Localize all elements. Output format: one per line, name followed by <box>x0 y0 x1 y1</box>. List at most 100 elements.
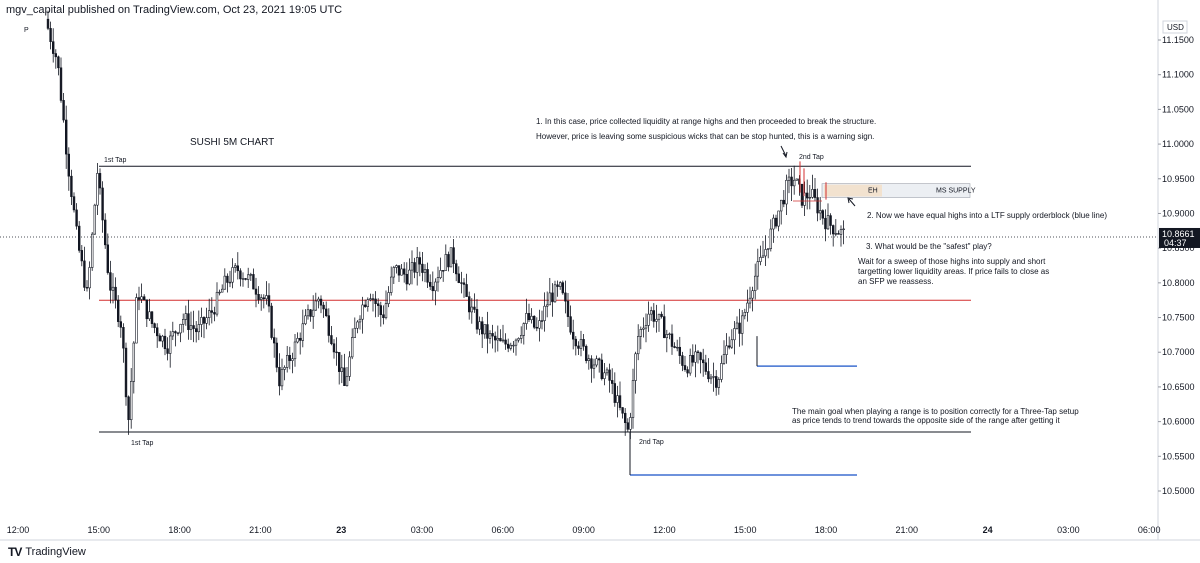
candle-body <box>176 332 180 335</box>
candle-body <box>78 225 81 251</box>
candle-body <box>590 358 593 369</box>
tradingview-brand[interactable]: TV TradingView <box>8 545 86 559</box>
candle-body <box>444 254 447 271</box>
y-tick-label: 10.5000 <box>1162 486 1195 496</box>
candle-body <box>652 310 656 322</box>
candle-body <box>743 312 747 317</box>
candle-body <box>488 333 492 339</box>
candle-body <box>91 233 94 268</box>
arrow-tap-2 <box>780 145 787 157</box>
candle-body <box>124 347 128 398</box>
x-tick-label: 06:00 <box>1138 525 1161 535</box>
candle-body <box>195 328 198 333</box>
candle-body <box>132 342 135 382</box>
candle-body <box>465 284 468 297</box>
candle-body <box>93 204 97 235</box>
candle-body <box>415 257 419 273</box>
candle-body <box>782 199 786 205</box>
candle-body <box>712 376 715 378</box>
candle-body <box>688 355 692 374</box>
candle-body <box>595 358 598 366</box>
x-tick-label: 06:00 <box>492 525 515 535</box>
candle-body <box>696 351 700 353</box>
candle-body <box>730 339 734 348</box>
candle-body <box>662 316 666 339</box>
candle-body <box>493 335 497 341</box>
candle-body <box>691 355 695 363</box>
candle-body <box>746 302 749 313</box>
candle-body <box>642 327 645 330</box>
candle-body <box>259 297 263 300</box>
candle-body <box>610 380 614 384</box>
candle-body <box>288 355 291 361</box>
candle-body <box>831 225 835 235</box>
candle-body <box>553 284 557 303</box>
candle-body <box>135 297 138 344</box>
candle-body <box>210 310 213 313</box>
candle-body <box>532 315 536 328</box>
candle-body <box>358 318 362 323</box>
candle-body <box>475 309 479 330</box>
candle-body <box>655 318 658 322</box>
x-tick-label: 21:00 <box>249 525 272 535</box>
candle-body <box>795 178 799 181</box>
candle-body <box>621 407 624 414</box>
candle-body <box>332 343 336 353</box>
candle-body <box>514 339 518 346</box>
candle-body <box>561 282 565 294</box>
candle-body <box>205 317 208 324</box>
candle-body <box>85 287 89 289</box>
candle-body <box>101 187 104 221</box>
candle-body <box>545 304 549 307</box>
candle-body <box>824 217 827 230</box>
candle-body <box>686 369 689 374</box>
candle-body <box>145 299 148 320</box>
candle-body <box>540 320 544 322</box>
candles <box>46 10 845 440</box>
x-tick-label: 23 <box>336 525 346 535</box>
candle-body <box>579 339 583 349</box>
candle-body <box>616 395 619 403</box>
x-tick-label: 09:00 <box>572 525 595 535</box>
candle-body <box>109 272 112 291</box>
candle-body <box>454 263 458 275</box>
y-tick-label: 10.7500 <box>1162 313 1195 323</box>
candle-body <box>509 344 512 349</box>
candle-body <box>202 317 206 324</box>
candle-body <box>785 179 788 205</box>
candle-body <box>623 412 627 424</box>
candle-body <box>811 189 814 198</box>
currency-label: USD <box>1167 23 1184 32</box>
note-2: 2. Now we have equal highs into a LTF su… <box>867 211 1107 220</box>
candle-body <box>65 119 68 155</box>
candle-body <box>522 323 526 336</box>
candle-body <box>156 327 159 337</box>
candle-body <box>324 308 328 317</box>
candle-body <box>249 274 252 276</box>
candle-body <box>613 383 617 403</box>
note-3-body-line: targetting lower liquidity areas. If pri… <box>858 267 1049 276</box>
candle-body <box>480 321 484 335</box>
candle-body <box>496 337 499 341</box>
candle-body <box>821 210 825 219</box>
candle-body <box>366 299 369 307</box>
candle-body <box>104 219 107 246</box>
candle-body <box>59 67 63 101</box>
y-tick-label: 10.6500 <box>1162 382 1195 392</box>
candle-body <box>389 276 393 293</box>
current-price-tag <box>1159 227 1200 248</box>
candle-body <box>335 351 338 354</box>
candle-body <box>252 274 255 290</box>
candle-body <box>673 346 676 348</box>
candle-body <box>228 281 232 284</box>
candle-body <box>681 355 684 366</box>
candle-body <box>486 324 489 339</box>
candle-body <box>452 247 455 264</box>
candle-body <box>462 282 466 285</box>
candle-body <box>813 189 817 198</box>
candle-body <box>639 329 643 337</box>
candle-body <box>293 341 297 360</box>
candle-body <box>837 233 840 235</box>
candle-body <box>262 297 265 300</box>
